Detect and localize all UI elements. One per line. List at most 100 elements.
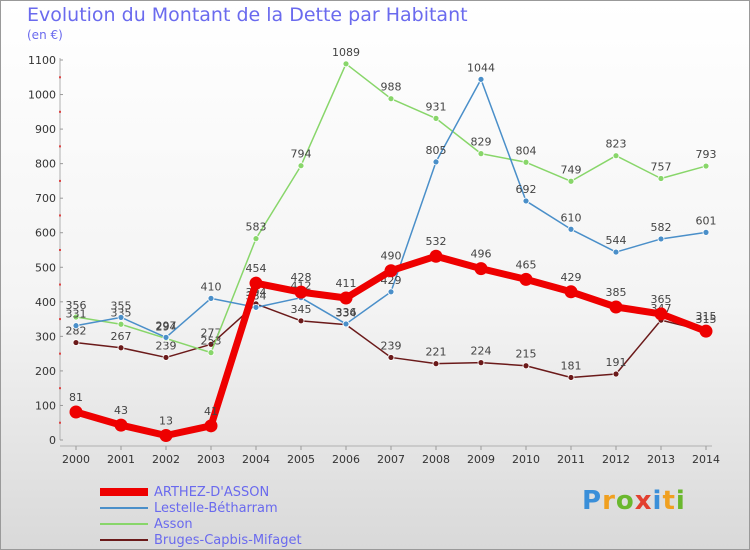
x-tick-label: 2000 [62, 453, 90, 466]
data-point [432, 158, 440, 166]
data-label: 356 [66, 299, 87, 312]
legend-label: ARTHEZ-D'ASSON [154, 484, 270, 500]
data-label: 532 [426, 235, 447, 248]
data-label: 81 [69, 391, 83, 404]
data-label: 282 [66, 325, 87, 338]
y-tick-label: 1000 [28, 89, 56, 102]
logo-letter: t [662, 486, 676, 516]
data-point [114, 418, 128, 432]
data-point [342, 60, 350, 68]
data-label: 334 [336, 307, 357, 320]
x-tick-label: 2010 [512, 453, 540, 466]
data-point [522, 197, 530, 205]
data-label: 749 [561, 163, 582, 176]
data-point [339, 291, 353, 305]
data-label: 601 [696, 214, 717, 227]
y-minor-mark [59, 179, 61, 182]
x-tick-label: 2007 [377, 453, 405, 466]
data-label: 365 [651, 293, 672, 306]
data-label: 583 [246, 221, 267, 234]
data-label: 315 [696, 313, 717, 326]
data-label: 239 [156, 339, 177, 352]
data-label: 239 [381, 339, 402, 352]
legend-item: Asson [100, 516, 302, 532]
x-tick-label: 2012 [602, 453, 630, 466]
y-minor-mark [59, 421, 61, 424]
data-label: 215 [516, 348, 537, 361]
x-tick-label: 2013 [647, 453, 675, 466]
data-label: 428 [291, 271, 312, 284]
data-label: 757 [651, 160, 672, 173]
data-label: 1044 [467, 61, 495, 74]
logo-letter: x [634, 486, 653, 516]
legend-item: ARTHEZ-D'ASSON [100, 484, 302, 500]
data-label: 829 [471, 136, 492, 149]
data-label: 41 [204, 405, 218, 418]
data-point [297, 317, 305, 325]
y-tick-label: 100 [35, 399, 56, 412]
data-point [432, 360, 440, 368]
data-label: 582 [651, 221, 672, 234]
data-point [72, 339, 80, 346]
y-tick-label: 300 [35, 330, 56, 343]
y-minor-mark [59, 110, 61, 113]
data-point [207, 349, 215, 357]
y-minor-mark [59, 352, 61, 355]
data-label: 253 [201, 335, 222, 348]
data-point [297, 162, 305, 170]
data-point [612, 370, 620, 378]
legend-label: Bruges-Capbis-Mifaget [154, 532, 302, 548]
logo-letter: i [652, 486, 663, 516]
data-label: 411 [336, 277, 357, 290]
data-point [294, 285, 308, 299]
legend-swatch [100, 507, 148, 509]
data-point [204, 419, 218, 433]
data-label: 429 [561, 271, 582, 284]
data-label: 496 [471, 248, 492, 261]
y-tick-label: 900 [35, 123, 56, 136]
data-point [522, 362, 530, 370]
data-point [432, 114, 440, 122]
data-point [474, 262, 488, 276]
data-point [609, 300, 623, 314]
data-point [477, 150, 485, 158]
data-label: 267 [111, 330, 132, 343]
data-label: 823 [606, 138, 627, 151]
data-label: 805 [426, 144, 447, 157]
legend-swatch [100, 523, 148, 525]
data-label: 544 [606, 234, 627, 247]
data-label: 294 [156, 320, 177, 333]
data-point [387, 95, 395, 103]
data-point [702, 162, 710, 170]
y-tick-label: 1100 [28, 54, 56, 67]
data-label: 277 [201, 326, 222, 339]
y-minor-mark [59, 387, 61, 390]
data-label: 13 [159, 415, 173, 428]
proxiti-logo: Proxiti [582, 486, 686, 516]
data-label: 297 [156, 319, 177, 332]
chart-legend: ARTHEZ-D'ASSON Lestelle-Bétharram Asson Bru… [100, 484, 302, 548]
legend-label: Lestelle-Bétharram [154, 500, 278, 516]
data-label: 385 [606, 286, 627, 299]
y-tick-label: 200 [35, 365, 56, 378]
data-point [567, 225, 575, 233]
data-point [117, 344, 125, 352]
data-point [519, 272, 533, 286]
data-label: 181 [561, 359, 582, 372]
data-point [567, 177, 575, 185]
logo-letter: r [602, 486, 616, 516]
data-point [117, 320, 125, 328]
data-label: 191 [606, 356, 627, 369]
y-tick-label: 800 [35, 158, 56, 171]
data-label: 931 [426, 100, 447, 113]
data-label: 490 [381, 250, 402, 263]
x-tick-label: 2004 [242, 453, 270, 466]
data-label: 345 [291, 303, 312, 316]
data-label: 221 [426, 346, 447, 359]
logo-letter: o [615, 486, 635, 516]
data-label: 804 [516, 144, 537, 157]
x-tick-label: 2011 [557, 453, 585, 466]
data-point [657, 175, 665, 182]
data-point [612, 248, 620, 256]
